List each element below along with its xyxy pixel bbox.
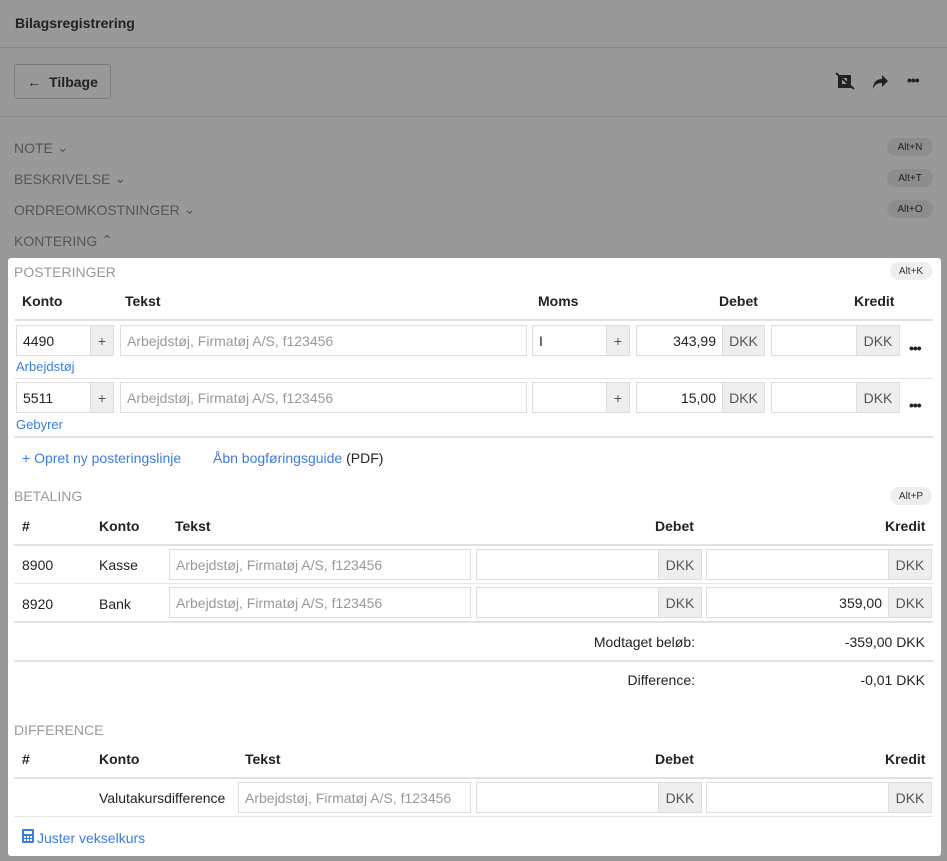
col-kredit: Kredit	[854, 293, 895, 309]
col-nr: #	[22, 518, 30, 534]
tekst-input[interactable]: Arbejdstøj, Firmatøj A/S, f123456	[169, 549, 471, 580]
add-line-link[interactable]: + Opret ny posteringslinje	[22, 450, 182, 466]
kredit-input[interactable]: DKK	[771, 382, 900, 413]
chevron-down-icon: ⌄	[183, 201, 196, 217]
tekst-input[interactable]: Arbejdstøj, Firmatøj A/S, f123456	[120, 325, 527, 356]
moms-input[interactable]: +	[532, 382, 630, 413]
row-konto: Valutakursdifference	[99, 790, 226, 806]
col-konto: Konto	[22, 293, 63, 309]
adjust-exchange-rate-link[interactable]: Juster vekselkurs	[22, 829, 145, 846]
section-beskrivelse[interactable]: BESKRIVELSE ⌄	[14, 170, 127, 187]
tekst-input[interactable]: Arbejdstøj, Firmatøj A/S, f123456	[169, 587, 471, 618]
col-debet: Debet	[655, 518, 694, 534]
chevron-up-icon: ⌃	[101, 232, 113, 248]
no-receipt-icon[interactable]	[834, 72, 856, 90]
more-options-icon[interactable]: •••	[907, 72, 920, 88]
difference-section-label: DIFFERENCE	[14, 722, 104, 738]
page-title: Bilagsregistrering	[15, 15, 135, 31]
col-kredit: Kredit	[885, 518, 926, 534]
calculator-icon	[22, 829, 34, 846]
shortcut-badge: Alt+K	[890, 262, 932, 280]
kredit-input[interactable]: DKK	[771, 325, 900, 356]
col-debet: Debet	[719, 293, 758, 309]
debet-input[interactable]: 15,00 DKK	[636, 382, 765, 413]
tekst-input[interactable]: Arbejdstøj, Firmatøj A/S, f123456	[120, 382, 527, 413]
tekst-input[interactable]: Arbejdstøj, Firmatøj A/S, f123456	[238, 782, 471, 813]
chevron-down-icon: ⌄	[56, 139, 69, 155]
difference-value: -0,01 DKK	[860, 672, 925, 688]
shortcut-badge: Alt+O	[887, 200, 933, 218]
col-tekst: Tekst	[245, 751, 281, 767]
kredit-input[interactable]: 359,00 DKK	[706, 587, 932, 618]
account-name-link[interactable]: Gebyrer	[16, 417, 63, 432]
chevron-down-icon: ⌄	[114, 170, 127, 186]
debet-input[interactable]: DKK	[476, 782, 702, 813]
received-label: Modtaget beløb:	[593, 634, 695, 650]
share-icon[interactable]	[870, 72, 890, 90]
col-moms: Moms	[538, 293, 579, 309]
guide-link[interactable]: Åbn bogføringsguide	[213, 450, 343, 466]
plus-icon[interactable]: +	[90, 383, 113, 412]
shortcut-badge: Alt+T	[887, 169, 933, 187]
col-tekst: Tekst	[175, 518, 211, 534]
received-value: -359,00 DKK	[844, 634, 925, 650]
col-nr: #	[22, 751, 30, 767]
konto-input[interactable]: 4490 +	[16, 325, 114, 356]
posteringer-label: POSTERINGER	[14, 264, 116, 280]
divider	[0, 116, 947, 117]
betaling-label: BETALING	[14, 488, 83, 504]
moms-input[interactable]: I +	[532, 325, 630, 356]
section-note[interactable]: NOTE ⌄	[14, 139, 69, 156]
row-konto: Bank	[99, 596, 131, 612]
back-button[interactable]: ← Tilbage	[14, 64, 111, 99]
plus-icon[interactable]: +	[606, 383, 629, 412]
section-kontering[interactable]: KONTERING ⌃	[14, 232, 113, 249]
kredit-input[interactable]: DKK	[706, 782, 932, 813]
debet-input[interactable]: 343,99 DKK	[636, 325, 765, 356]
arrow-left-icon: ←	[27, 73, 42, 90]
section-ordreomkostninger[interactable]: ORDREOMKOSTNINGER ⌄	[14, 201, 196, 218]
col-kredit: Kredit	[885, 751, 926, 767]
account-name-link[interactable]: Arbejdstøj	[16, 359, 75, 374]
debet-input[interactable]: DKK	[476, 549, 702, 580]
debet-input[interactable]: DKK	[476, 587, 702, 618]
shortcut-badge: Alt+P	[890, 487, 932, 505]
konto-input[interactable]: 5511 +	[16, 382, 114, 413]
plus-icon[interactable]: +	[606, 326, 629, 355]
row-menu-icon[interactable]: •••	[909, 397, 922, 413]
kredit-input[interactable]: DKK	[706, 549, 932, 580]
plus-icon[interactable]: +	[90, 326, 113, 355]
col-tekst: Tekst	[125, 293, 161, 309]
row-nr: 8900	[22, 557, 54, 573]
col-debet: Debet	[655, 751, 694, 767]
shortcut-badge: Alt+N	[887, 138, 933, 156]
row-konto: Kasse	[99, 557, 138, 573]
divider	[0, 47, 947, 48]
row-menu-icon[interactable]: •••	[909, 340, 922, 356]
difference-label: Difference:	[627, 672, 695, 688]
col-konto: Konto	[99, 518, 140, 534]
col-konto: Konto	[99, 751, 140, 767]
row-nr: 8920	[22, 596, 54, 612]
